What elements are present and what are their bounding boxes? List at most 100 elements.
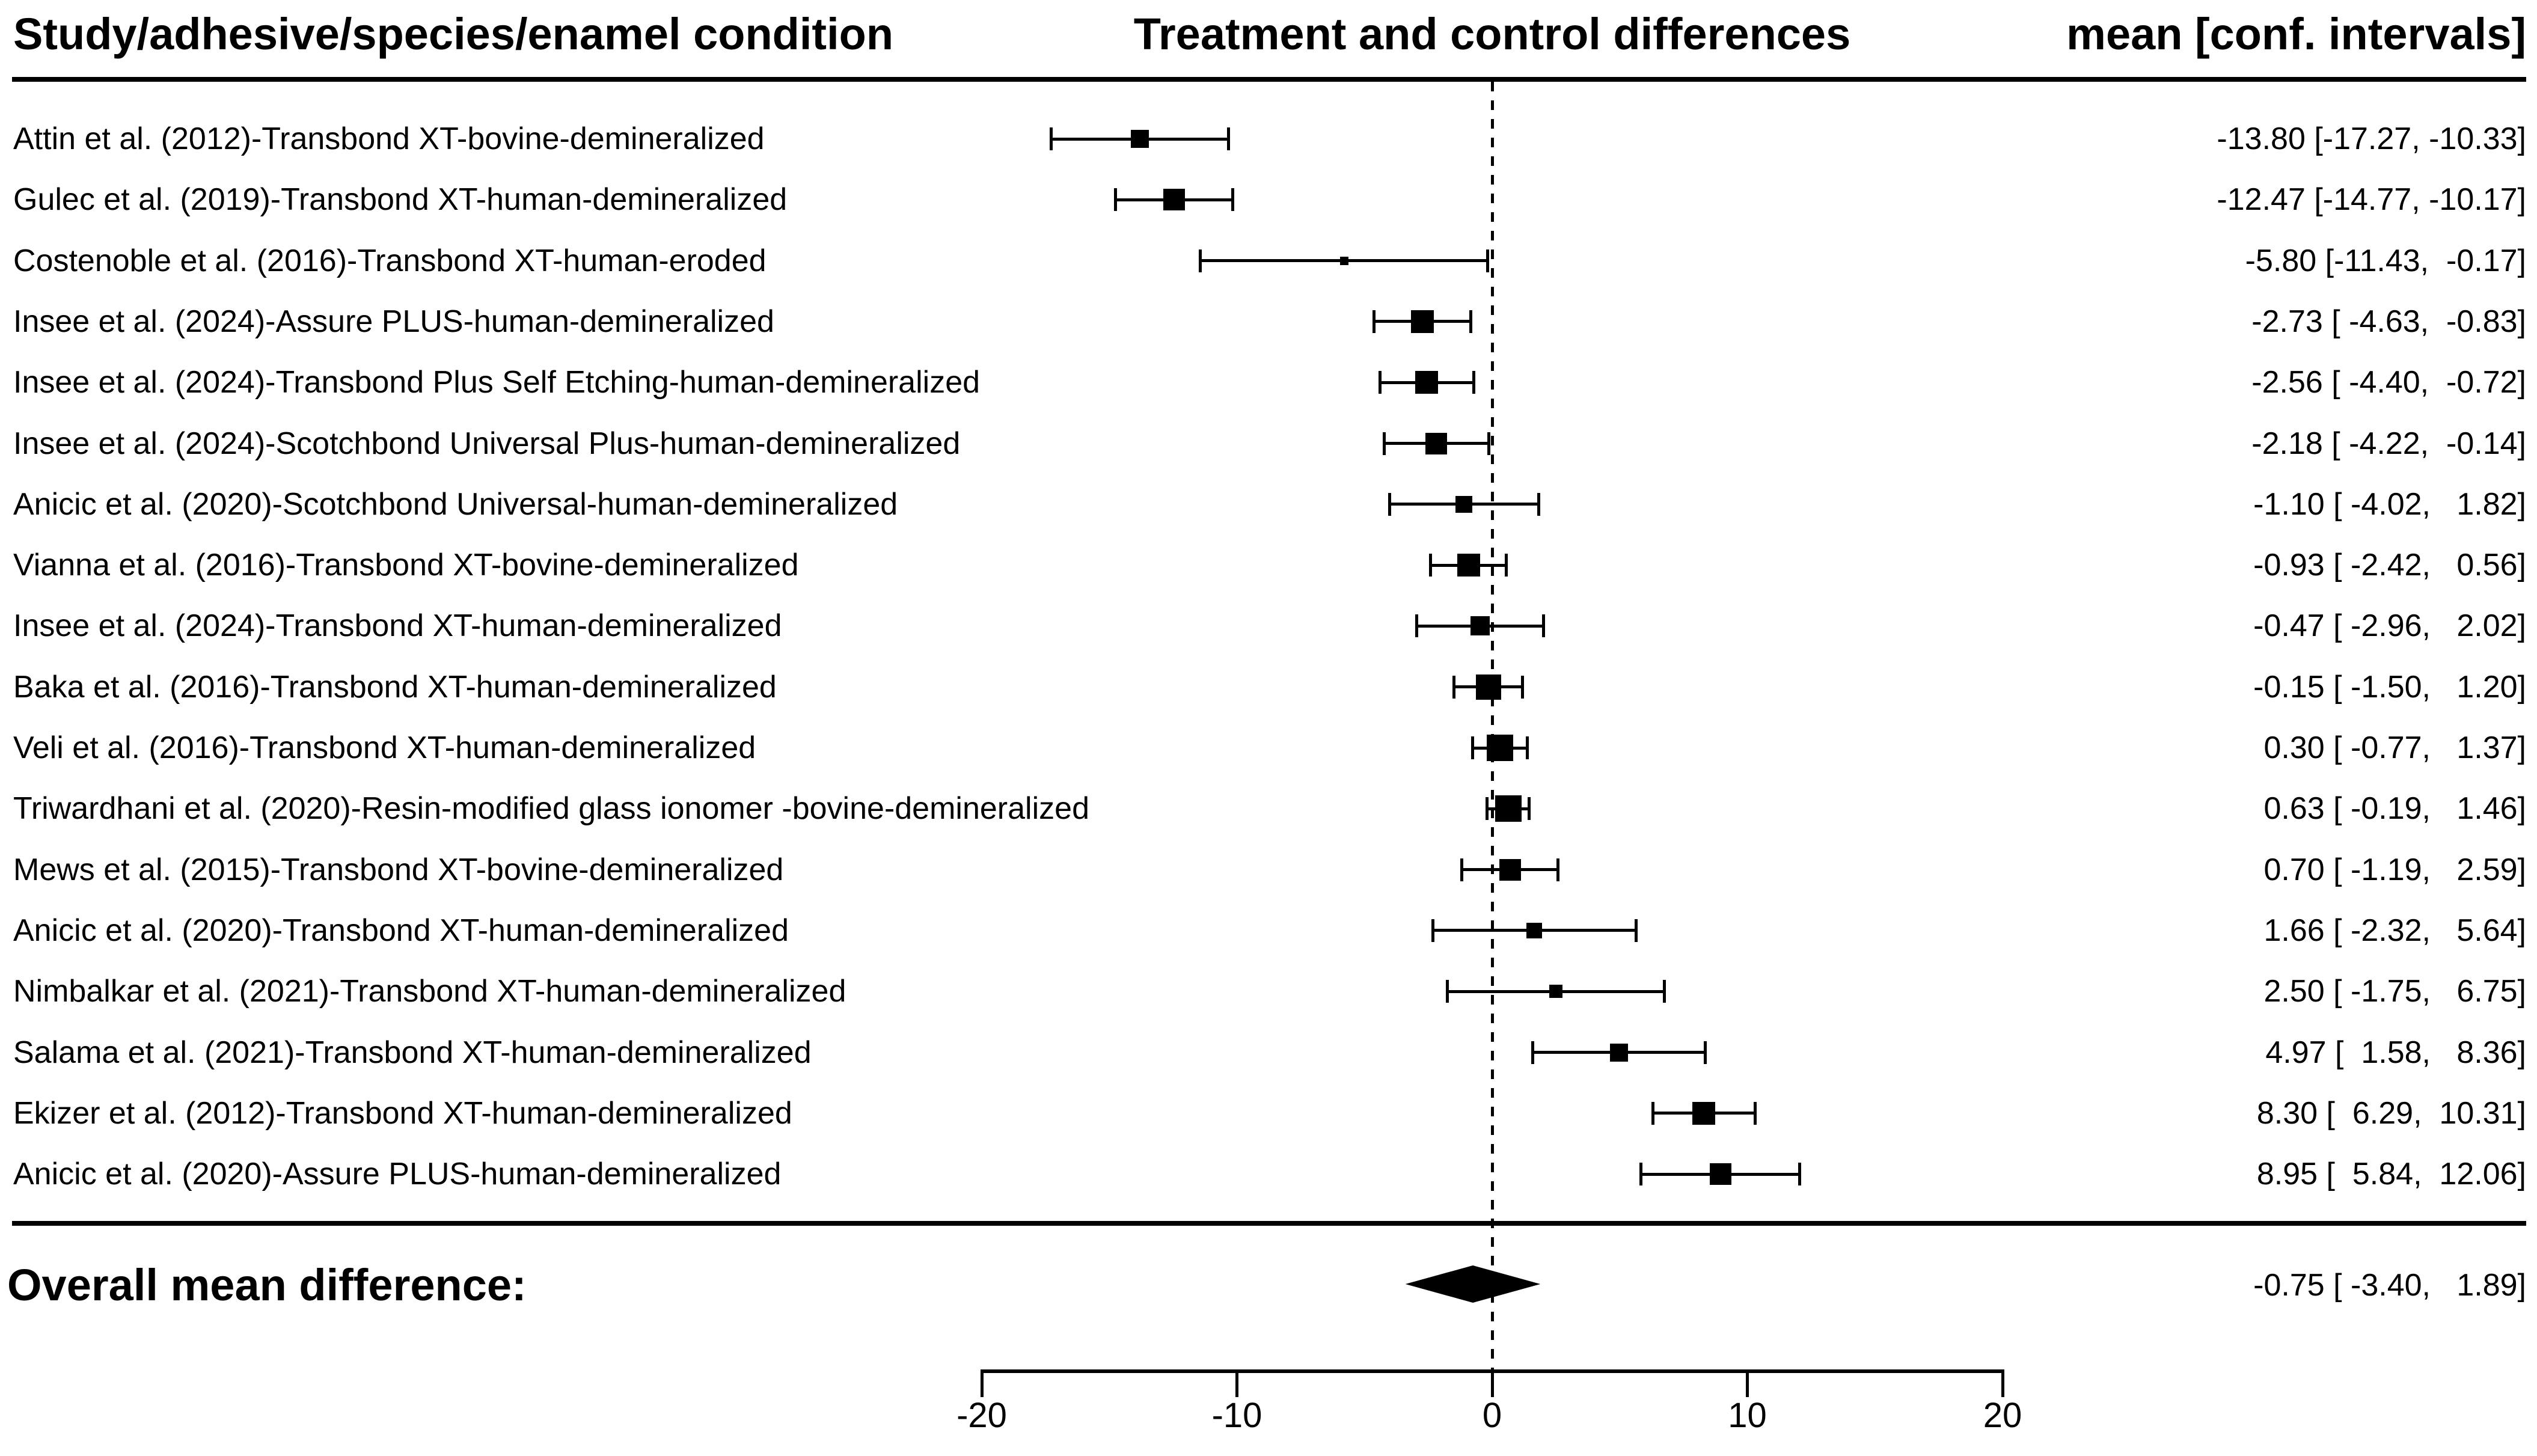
- x-axis-tick: [980, 1369, 984, 1397]
- study-label: Veli et al. (2016)-Transbond XT-human-de…: [13, 730, 756, 765]
- mean-marker: [1163, 189, 1185, 211]
- ci-cap: [1431, 919, 1435, 942]
- zero-reference-line: [1490, 82, 1494, 1369]
- ci-cap: [1505, 554, 1508, 577]
- mean-marker: [1526, 922, 1543, 938]
- ci-cap: [1452, 675, 1455, 699]
- study-value: -2.56 [ -4.40, -0.72]: [2251, 365, 2526, 400]
- overall-label: Overall mean difference:: [7, 1260, 527, 1310]
- x-axis-tick-label: 20: [1983, 1396, 2022, 1435]
- study-value: -0.47 [ -2.96, 2.02]: [2253, 608, 2526, 644]
- column-header-differences: Treatment and control differences: [1133, 9, 1851, 59]
- study-value: -2.73 [ -4.63, -0.83]: [2251, 304, 2526, 339]
- ci-cap: [1388, 492, 1391, 516]
- ci-cap: [1651, 1101, 1654, 1125]
- study-label: Insee et al. (2024)-Transbond XT-human-d…: [13, 608, 782, 644]
- mean-marker: [1455, 495, 1473, 513]
- mean-marker: [1475, 674, 1501, 700]
- ci-cap: [1415, 614, 1418, 638]
- study-value: -0.15 [ -1.50, 1.20]: [2253, 669, 2526, 705]
- mean-marker: [1495, 795, 1522, 822]
- study-label: Triwardhani et al. (2020)-Resin-modified…: [13, 791, 1089, 827]
- study-value: -1.10 [ -4.02, 1.82]: [2253, 486, 2526, 522]
- ci-cap: [1486, 249, 1490, 272]
- ci-cap: [1487, 432, 1490, 455]
- study-label: Anicic et al. (2020)-Transbond XT-human-…: [13, 913, 789, 948]
- x-axis-tick-label: -20: [956, 1396, 1007, 1435]
- ci-cap: [1378, 371, 1382, 394]
- study-label: Insee et al. (2024)-Scotchbond Universal…: [13, 426, 961, 461]
- study-value: 2.50 [ -1.75, 6.75]: [2263, 974, 2526, 1009]
- study-label: Mews et al. (2015)-Transbond XT-bovine-d…: [13, 852, 784, 887]
- x-axis-tick: [1746, 1369, 1749, 1397]
- x-axis-tick: [1490, 1369, 1494, 1397]
- mean-marker: [1415, 371, 1439, 394]
- ci-cap: [1226, 127, 1230, 150]
- ci-cap: [1704, 1041, 1707, 1064]
- x-axis-tick: [1235, 1369, 1238, 1397]
- header-divider-rule: [12, 77, 2526, 82]
- ci-cap: [1537, 492, 1540, 516]
- mean-marker: [1609, 1043, 1628, 1062]
- ci-cap: [1521, 675, 1525, 699]
- study-label: Anicic et al. (2020)-Assure PLUS-human-d…: [13, 1157, 782, 1192]
- study-value: 1.66 [ -2.32, 5.64]: [2263, 913, 2526, 948]
- ci-cap: [1531, 1041, 1534, 1064]
- study-value: -0.93 [ -2.42, 0.56]: [2253, 548, 2526, 583]
- study-label: Baka et al. (2016)-Transbond XT-human-de…: [13, 669, 777, 705]
- study-label: Salama et al. (2021)-Transbond XT-human-…: [13, 1035, 812, 1070]
- overall-divider-rule: [12, 1221, 2526, 1226]
- ci-cap: [1542, 614, 1546, 638]
- ci-cap: [1754, 1101, 1757, 1125]
- ci-cap: [1525, 736, 1529, 759]
- study-label: Insee et al. (2024)-Transbond Plus Self …: [13, 365, 981, 400]
- column-header-mean-ci: mean [conf. intervals]: [2066, 9, 2526, 59]
- study-label: Attin et al. (2012)-Transbond XT-bovine-…: [13, 121, 765, 156]
- study-label: Nimbalkar et al. (2021)-Transbond XT-hum…: [13, 974, 846, 1009]
- study-value: -12.47 [-14.77, -10.17]: [2217, 182, 2526, 218]
- study-label: Ekizer et al. (2012)-Transbond XT-human-…: [13, 1095, 792, 1131]
- mean-marker: [1470, 616, 1490, 636]
- ci-cap: [1634, 919, 1638, 942]
- ci-cap: [1798, 1163, 1802, 1186]
- study-value: 8.95 [ 5.84, 12.06]: [2256, 1157, 2526, 1192]
- mean-marker: [1131, 130, 1149, 148]
- study-value: -13.80 [-17.27, -10.33]: [2217, 121, 2526, 156]
- ci-cap: [1639, 1163, 1643, 1186]
- mean-marker: [1339, 256, 1348, 265]
- mean-marker: [1499, 858, 1521, 881]
- x-axis-tick: [2001, 1369, 2004, 1397]
- study-value: 0.63 [ -0.19, 1.46]: [2263, 791, 2526, 827]
- mean-marker: [1411, 310, 1434, 333]
- study-value: -2.18 [ -4.22, -0.14]: [2251, 426, 2526, 461]
- ci-cap: [1050, 127, 1053, 150]
- ci-cap: [1470, 736, 1474, 759]
- ci-cap: [1231, 188, 1234, 212]
- study-label: Vianna et al. (2016)-Transbond XT-bovine…: [13, 548, 799, 583]
- ci-cap: [1663, 980, 1666, 1003]
- overall-value: -0.75 [ -3.40, 1.89]: [2253, 1268, 2526, 1303]
- study-label: Gulec et al. (2019)-Transbond XT-human-d…: [13, 182, 788, 218]
- mean-marker: [1549, 985, 1563, 999]
- mean-marker: [1692, 1101, 1716, 1125]
- summary-diamond: [1405, 1265, 1541, 1303]
- ci-cap: [1428, 554, 1432, 577]
- study-value: -5.80 [-11.43, -0.17]: [2245, 243, 2526, 278]
- mean-marker: [1457, 554, 1480, 577]
- ci-cap: [1528, 797, 1531, 821]
- ci-cap: [1383, 432, 1386, 455]
- x-axis-tick-label: 10: [1728, 1396, 1767, 1435]
- ci-cap: [1472, 371, 1475, 394]
- ci-cap: [1446, 980, 1449, 1003]
- mean-marker: [1425, 432, 1448, 454]
- study-label: Anicic et al. (2020)-Scotchbond Universa…: [13, 486, 898, 522]
- x-axis-tick-label: -10: [1211, 1396, 1262, 1435]
- study-label: Insee et al. (2024)-Assure PLUS-human-de…: [13, 304, 774, 339]
- study-label: Costenoble et al. (2016)-Transbond XT-hu…: [13, 243, 767, 278]
- ci-cap: [1113, 188, 1117, 212]
- column-header-study: Study/adhesive/species/enamel condition: [13, 9, 894, 59]
- study-value: 0.30 [ -0.77, 1.37]: [2263, 730, 2526, 765]
- ci-cap: [1469, 310, 1473, 333]
- x-axis-tick-label: 0: [1482, 1396, 1502, 1435]
